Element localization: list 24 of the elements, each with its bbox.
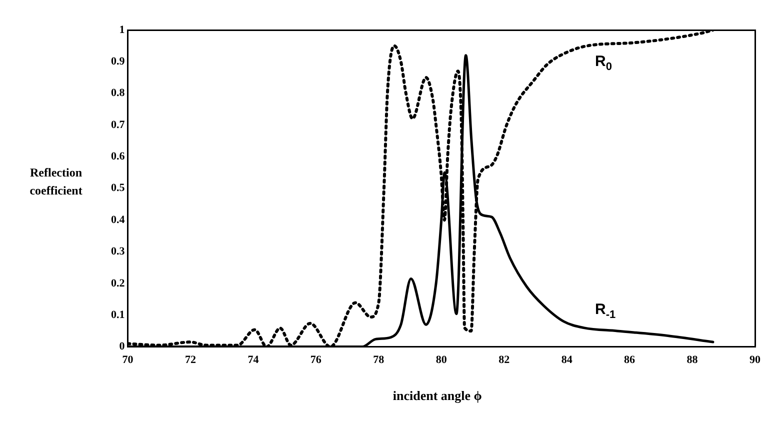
x-tick-label: 76	[310, 354, 322, 366]
x-tick-label: 82	[498, 354, 510, 366]
x-tick-label: 84	[561, 354, 573, 366]
y-tick-label: 1	[119, 24, 125, 36]
x-tick-label: 80	[436, 354, 448, 366]
x-axis-title: incident angle ϕ	[392, 388, 482, 404]
y-tick-label: 0.8	[111, 87, 126, 100]
y-tick-label: 0.6	[111, 150, 126, 163]
y-axis-title: Reflection coefficient	[30, 165, 82, 198]
y-tick-label: 0.4	[111, 214, 126, 226]
y-tick-label: 0.9	[111, 56, 126, 68]
y-tick-label: 0.1	[111, 308, 125, 321]
y-tick-label: 0.3	[111, 246, 126, 258]
y-tick-label: 0	[119, 340, 126, 353]
y-tick-label: 0.7	[111, 118, 126, 131]
x-tick-label: 86	[624, 354, 636, 366]
x-tick-label: 88	[686, 354, 698, 366]
x-tick-label: 78	[373, 354, 385, 366]
y-tick-label: 0.5	[111, 182, 126, 194]
y-tick-label: 0.2	[111, 277, 126, 290]
x-tick-label: 74	[248, 354, 260, 366]
x-tick-label: 90	[750, 354, 761, 366]
x-tick-label: 72	[184, 354, 196, 366]
x-tick-label: 70	[122, 354, 134, 366]
